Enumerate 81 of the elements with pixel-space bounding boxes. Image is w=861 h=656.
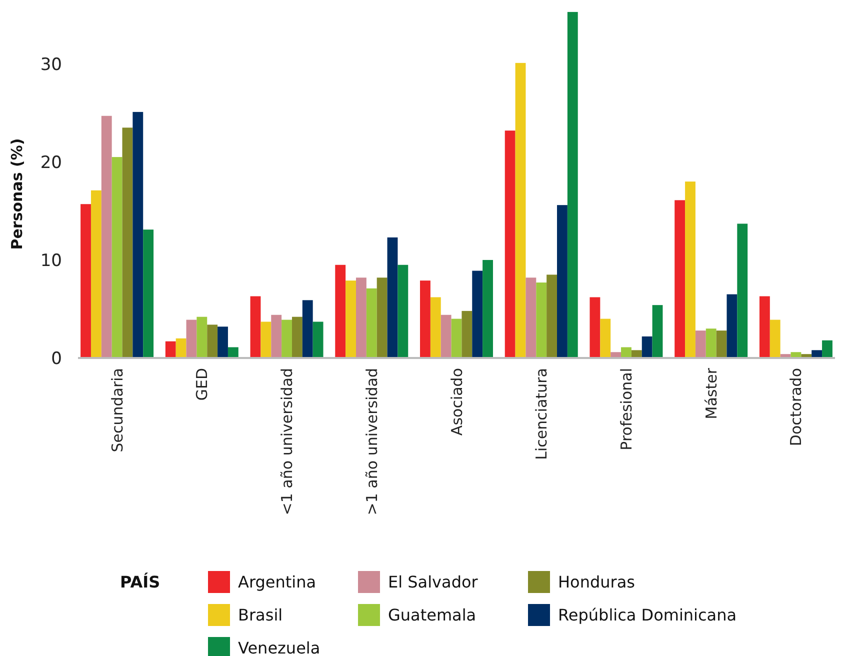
bar [546,274,558,358]
bar [218,326,228,358]
legend-label: Guatemala [388,606,476,625]
bar [600,318,611,358]
bar [430,297,441,358]
bar [312,322,324,358]
bar [420,280,430,358]
bar [812,350,822,358]
bar [132,112,144,358]
bar [90,190,102,358]
legend-label: República Dominicana [558,606,737,625]
bar [515,62,526,358]
bar [302,300,313,358]
bar [631,350,642,358]
y-tick-label: 0 [51,348,62,369]
x-tick-label: Asociado [448,368,466,436]
bar [101,116,112,358]
bar [652,305,663,358]
bar [526,278,536,358]
bar [642,336,652,358]
x-tick-label: GED [193,368,212,401]
bar [228,347,238,358]
y-tick-label: 20 [40,152,62,173]
bar [122,128,133,358]
bar [292,316,302,358]
bar [196,316,208,358]
bar [770,320,780,358]
bar [674,200,686,358]
bar [346,280,356,358]
x-tick-label: >1 año universidad [362,368,381,516]
y-tick-label: 10 [40,250,62,271]
bar [366,288,377,358]
bar [590,297,600,358]
bar [482,260,493,358]
bar [759,296,770,358]
bar [685,182,696,358]
x-tick-label: Doctorado [787,368,806,446]
y-tick-label: 30 [40,54,62,75]
bar [143,230,154,358]
bar [165,341,176,358]
x-tick-label: Secundaria [108,368,126,452]
x-tick-label: <1 año universidad [278,368,296,516]
bar [207,324,218,358]
bar [716,330,727,358]
legend-title: PAÍS [120,572,160,592]
legend-label: El Salvador [388,572,478,592]
bar [260,322,272,358]
bar [176,338,186,358]
bar [271,314,282,358]
bar [726,294,738,358]
bar [504,130,516,358]
bar [451,318,462,358]
bar [462,310,472,358]
bar [112,157,122,358]
x-tick-label: Profesional [617,368,636,450]
bar [80,204,91,358]
bar [186,320,197,358]
y-axis-title: Personas (%) [8,138,26,250]
bar [335,264,346,358]
bar [440,314,452,358]
x-tick-label: Licenciatura [532,368,551,460]
bar [398,264,408,358]
legend-label: Argentina [238,572,316,592]
legend-label: Venezuela [238,638,320,656]
bar [557,205,568,358]
bar [472,270,483,358]
bar [356,278,366,358]
bar [621,347,632,358]
legend-label: Brasil [238,606,283,625]
bar [282,320,292,358]
bar [567,12,578,358]
bar [376,278,388,358]
legend-label: Honduras [558,572,635,592]
bar [387,237,398,358]
x-tick-label: Máster [702,367,720,420]
bar [822,340,832,358]
bar [706,328,716,358]
bar [737,224,748,358]
bar [536,282,547,358]
bar [250,296,261,358]
bar [695,330,706,358]
